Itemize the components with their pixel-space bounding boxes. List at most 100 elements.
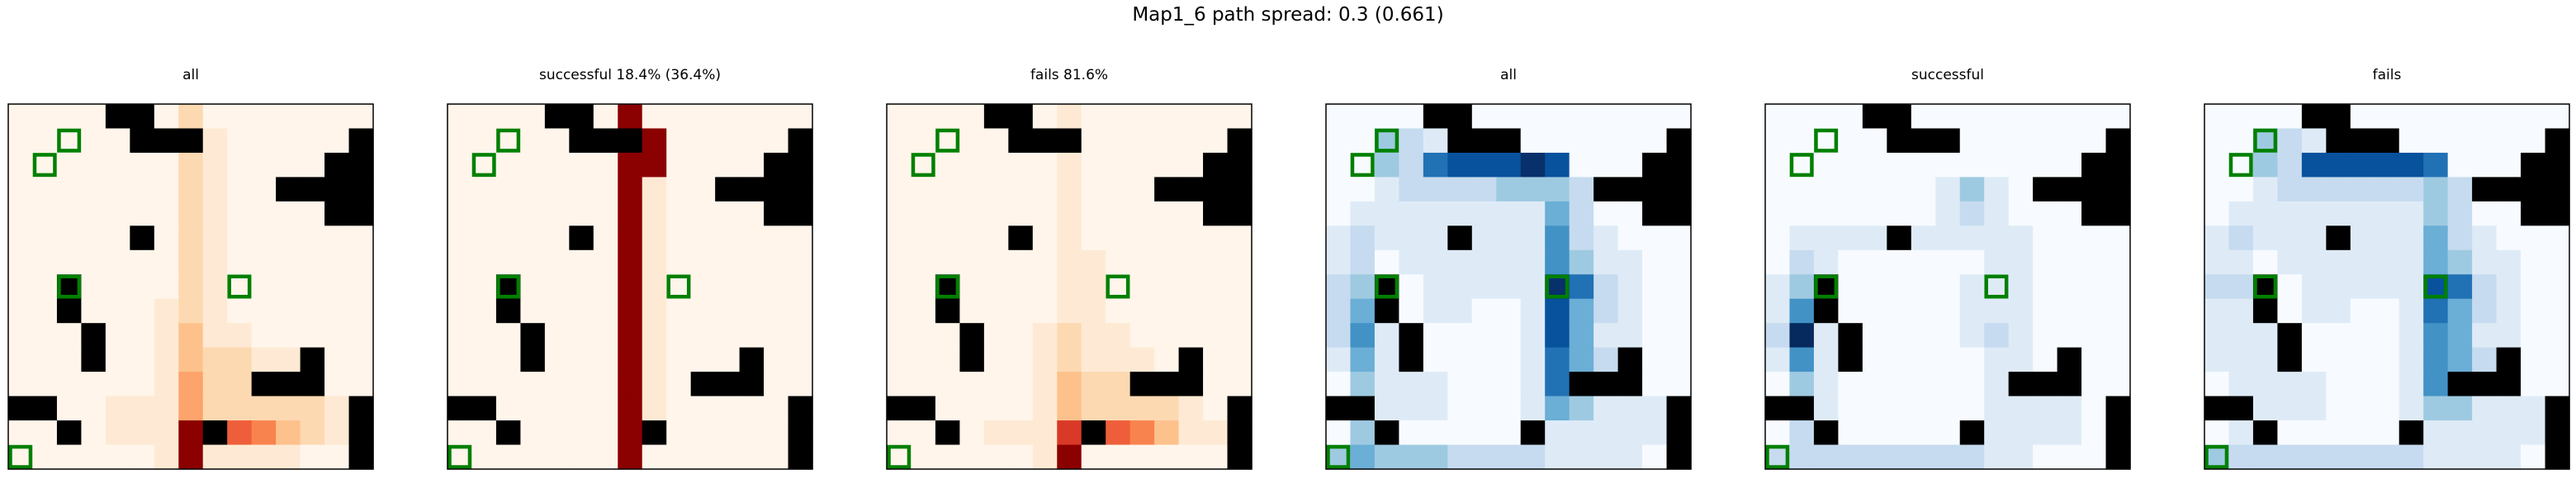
heatmap-cell — [642, 372, 667, 397]
heatmap-cell — [1887, 152, 1912, 178]
heatmap-cell — [1887, 249, 1912, 275]
heatmap-cell — [1008, 372, 1034, 397]
wall-cell — [1666, 152, 1692, 178]
heatmap-cell — [471, 201, 497, 226]
heatmap-cell — [178, 225, 204, 251]
heatmap-cell — [690, 225, 716, 251]
heatmap-cell — [2105, 249, 2131, 275]
heatmap-cell — [1008, 249, 1034, 275]
wall-cell — [2447, 372, 2473, 397]
heatmap-cell — [2204, 201, 2230, 226]
heatmap-cell — [1666, 249, 1692, 275]
heatmap-cell — [788, 323, 813, 349]
heatmap-cell — [569, 249, 594, 275]
heatmap-cell — [911, 274, 936, 300]
heatmap-cell — [715, 152, 741, 178]
heatmap-cell — [887, 323, 912, 349]
heatmap-cell — [666, 201, 692, 226]
heatmap-cell — [544, 347, 570, 372]
heatmap-cell — [1765, 323, 1791, 349]
wall-cell — [935, 420, 960, 446]
heatmap-cell — [1984, 323, 2010, 349]
heatmap-cell — [1106, 201, 1131, 226]
heatmap-cell — [447, 152, 473, 178]
heatmap-cell — [1471, 274, 1497, 300]
heatmap-cell — [690, 274, 716, 300]
heatmap-cell — [1838, 177, 1863, 202]
heatmap-cell — [154, 249, 179, 275]
heatmap-cell — [1984, 201, 2010, 226]
heatmap-cell — [300, 274, 325, 300]
heatmap-cell — [1032, 420, 1058, 446]
heatmap-cell — [1447, 444, 1473, 470]
heatmap-cell — [32, 372, 58, 397]
heatmap-cell — [593, 420, 618, 446]
heatmap-cell — [32, 347, 58, 372]
heatmap-cell — [983, 128, 1009, 154]
heatmap-cell — [202, 347, 228, 372]
heatmap-cell — [887, 201, 912, 226]
wall-cell — [471, 396, 497, 421]
heatmap-cell — [2057, 249, 2082, 275]
heatmap-cell — [1081, 225, 1106, 251]
heatmap-cell — [593, 323, 618, 349]
heatmap-cell — [348, 225, 374, 251]
heatmap-cell — [1350, 249, 1376, 275]
heatmap-cell — [178, 444, 204, 470]
wall-cell — [1178, 177, 1204, 202]
heatmap-cell — [1227, 274, 1252, 300]
heatmap-cell — [2472, 347, 2498, 372]
heatmap-cell — [1545, 104, 1570, 130]
heatmap-cell — [1129, 104, 1155, 130]
heatmap-cell — [2447, 396, 2473, 421]
heatmap-cell — [2375, 298, 2400, 324]
heatmap-cell — [2301, 274, 2327, 300]
heatmap-cell — [1520, 444, 1546, 470]
heatmap-cell — [56, 201, 82, 226]
heatmap-cell — [447, 249, 473, 275]
wall-cell — [1203, 152, 1229, 178]
heatmap-cell — [1203, 372, 1229, 397]
heatmap-cell — [8, 249, 34, 275]
heatmap-cell — [1617, 420, 1643, 446]
heatmap-cell — [1471, 396, 1497, 421]
heatmap-cell — [447, 104, 473, 130]
heatmap-cell — [1520, 152, 1546, 178]
heatmap-cell — [983, 396, 1009, 421]
heatmap-cell — [569, 274, 594, 300]
heatmap-cell — [1545, 444, 1570, 470]
heatmap-cell — [154, 201, 179, 226]
wall-cell — [1154, 372, 1180, 397]
wall-cell — [2057, 372, 2082, 397]
wall-cell — [1081, 420, 1106, 446]
heatmap-cell — [1057, 201, 1082, 226]
wall-cell — [2350, 128, 2375, 154]
heatmap-cell — [764, 298, 789, 324]
heatmap-cell — [2081, 420, 2107, 446]
heatmap-cell — [1593, 396, 1619, 421]
wall-cell — [1789, 396, 1815, 421]
heatmap-cell — [2326, 152, 2351, 178]
heatmap-cell — [593, 104, 618, 130]
heatmap-cell — [1350, 444, 1376, 470]
heatmap-cell — [2326, 177, 2351, 202]
heatmap-cell — [2375, 444, 2400, 470]
heatmap-cell — [251, 249, 277, 275]
heatmap-cell — [1520, 298, 1546, 324]
heatmap-cell — [1838, 274, 1863, 300]
heatmap-cell — [1447, 420, 1473, 446]
heatmap-cell — [1032, 396, 1058, 421]
wall-cell — [959, 323, 985, 349]
heatmap-cell — [32, 201, 58, 226]
heatmap-cell — [2350, 323, 2375, 349]
heatmap-cell — [642, 396, 667, 421]
heatmap-cell — [130, 177, 155, 202]
heatmap-cell — [1813, 152, 1839, 178]
heatmap-cell — [276, 323, 301, 349]
heatmap-cell — [1203, 104, 1229, 130]
heatmap-cell — [715, 249, 741, 275]
heatmap-cell — [81, 249, 107, 275]
heatmap-cell — [1666, 104, 1692, 130]
heatmap-cell — [1203, 420, 1229, 446]
heatmap-cell — [1057, 323, 1082, 349]
